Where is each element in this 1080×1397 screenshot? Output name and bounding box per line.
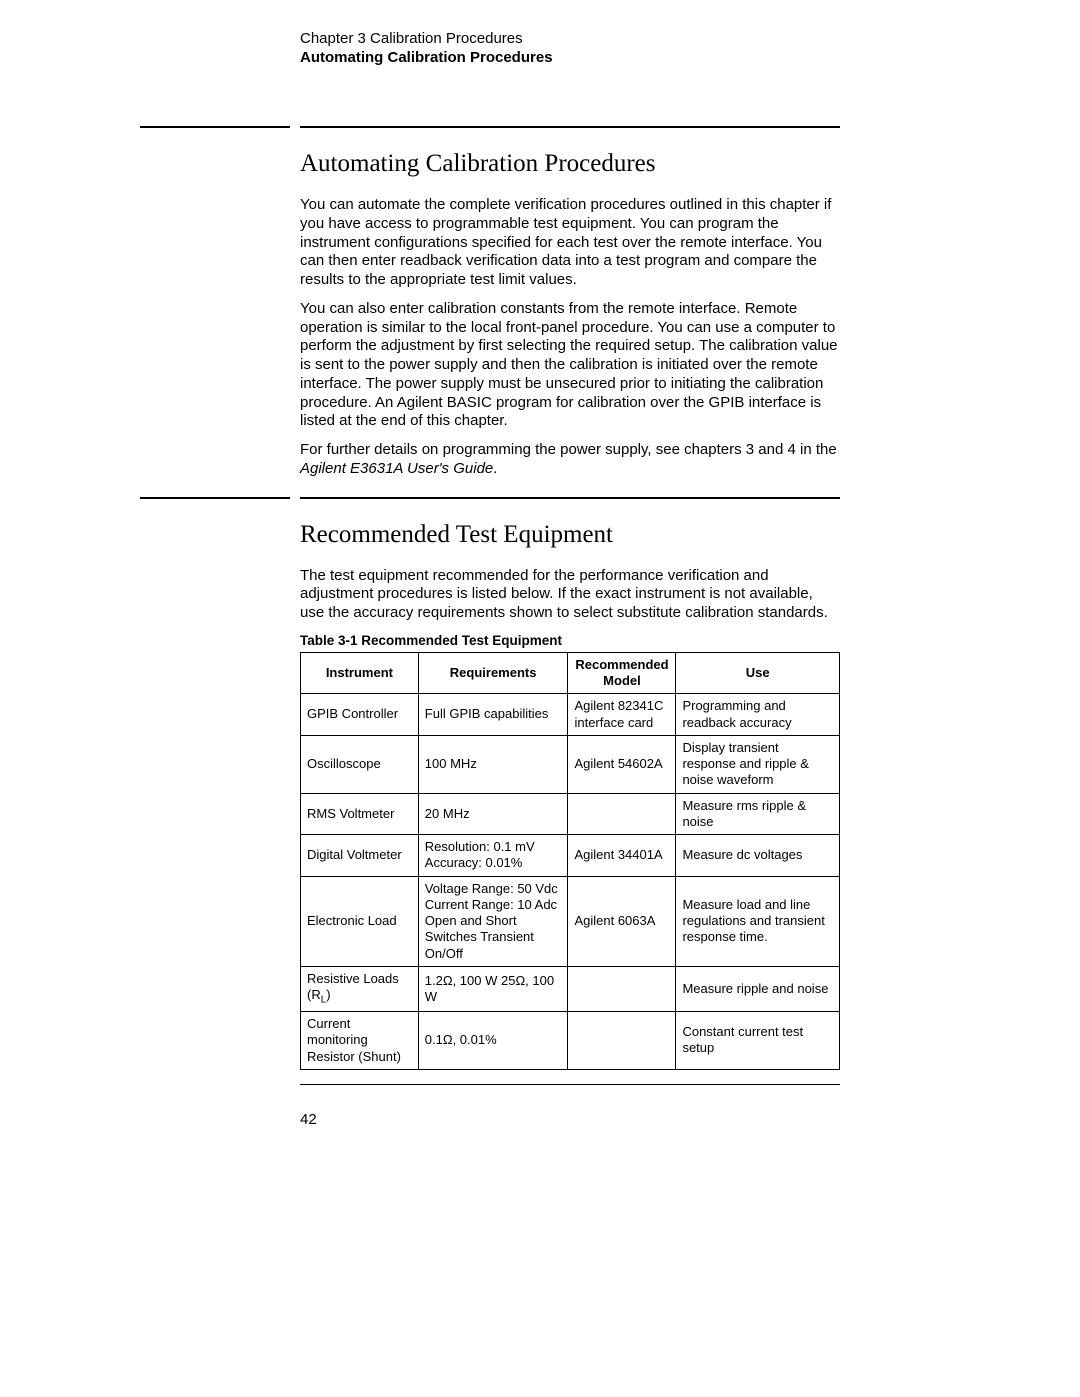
text: . [493,460,497,477]
col-header-instrument: Instrument [301,652,419,694]
cell-use: Measure load and line regulations and tr… [676,876,840,966]
text: For further details on programming the p… [300,441,837,458]
cell-use: Measure dc voltages [676,835,840,877]
table-caption: Table 3-1 Recommended Test Equipment [300,633,840,648]
section-content: Recommended Test Equipment The test equi… [300,521,840,1070]
text: ) [326,987,330,1002]
section-breadcrumb: Automating Calibration Procedures [300,49,1080,66]
cell-instrument: GPIB Controller [301,694,419,736]
equipment-table: Instrument Requirements Recommended Mode… [300,652,840,1070]
table-header-row: Instrument Requirements Recommended Mode… [301,652,840,694]
section-automating: Automating Calibration Procedures You ca… [0,126,1080,479]
cell-requirements: 20 MHz [418,793,568,835]
section-rule [300,126,840,128]
cell-instrument: RMS Voltmeter [301,793,419,835]
paragraph: For further details on programming the p… [300,441,840,479]
side-rule [140,497,290,499]
section-title: Recommended Test Equipment [300,521,840,549]
cell-use: Programming and readback accuracy [676,694,840,736]
paragraph: The test equipment recommended for the p… [300,567,840,623]
col-header-use: Use [676,652,840,694]
section-rule [300,497,840,499]
page-header: Chapter 3 Calibration Procedures Automat… [300,30,1080,66]
table-row: GPIB Controller Full GPIB capabilities A… [301,694,840,736]
cell-model: Agilent 34401A [568,835,676,877]
cell-instrument: Resistive Loads (RL) [301,966,419,1011]
side-rule [140,126,290,128]
col-header-requirements: Requirements [418,652,568,694]
table-row: Electronic Load Voltage Range: 50 Vdc Cu… [301,876,840,966]
page: Chapter 3 Calibration Procedures Automat… [0,0,1080,1128]
cell-requirements: Voltage Range: 50 Vdc Current Range: 10 … [418,876,568,966]
paragraph: You can automate the complete verificati… [300,196,840,290]
cell-instrument: Digital Voltmeter [301,835,419,877]
cell-model [568,793,676,835]
paragraph: You can also enter calibration constants… [300,300,840,431]
section-equipment: Recommended Test Equipment The test equi… [0,497,1080,1070]
cell-requirements: 100 MHz [418,735,568,793]
footer-rule [300,1084,840,1085]
cell-model: Agilent 82341C interface card [568,694,676,736]
cell-model: Agilent 54602A [568,735,676,793]
cell-requirements: Resolution: 0.1 mV Accuracy: 0.01% [418,835,568,877]
cell-use: Display transient response and ripple & … [676,735,840,793]
cell-instrument: Electronic Load [301,876,419,966]
italic-text: Agilent E3631A User's Guide [300,460,493,477]
cell-instrument: Current monitoring Resistor (Shunt) [301,1012,419,1070]
cell-use: Constant current test setup [676,1012,840,1070]
table-row: Oscilloscope 100 MHz Agilent 54602A Disp… [301,735,840,793]
cell-requirements: 1.2Ω, 100 W 25Ω, 100 W [418,966,568,1011]
cell-model: Agilent 6063A [568,876,676,966]
cell-instrument: Oscilloscope [301,735,419,793]
cell-model [568,1012,676,1070]
cell-requirements: 0.1Ω, 0.01% [418,1012,568,1070]
table-row: RMS Voltmeter 20 MHz Measure rms ripple … [301,793,840,835]
table-row: Digital Voltmeter Resolution: 0.1 mV Acc… [301,835,840,877]
table-row: Resistive Loads (RL) 1.2Ω, 100 W 25Ω, 10… [301,966,840,1011]
chapter-label: Chapter 3 Calibration Procedures [300,30,1080,47]
page-number: 42 [300,1111,1080,1128]
cell-model [568,966,676,1011]
cell-use: Measure ripple and noise [676,966,840,1011]
section-title: Automating Calibration Procedures [300,150,840,178]
cell-use: Measure rms ripple & noise [676,793,840,835]
table-row: Current monitoring Resistor (Shunt) 0.1Ω… [301,1012,840,1070]
col-header-model: Recommended Model [568,652,676,694]
cell-requirements: Full GPIB capabilities [418,694,568,736]
section-content: Automating Calibration Procedures You ca… [300,150,840,479]
